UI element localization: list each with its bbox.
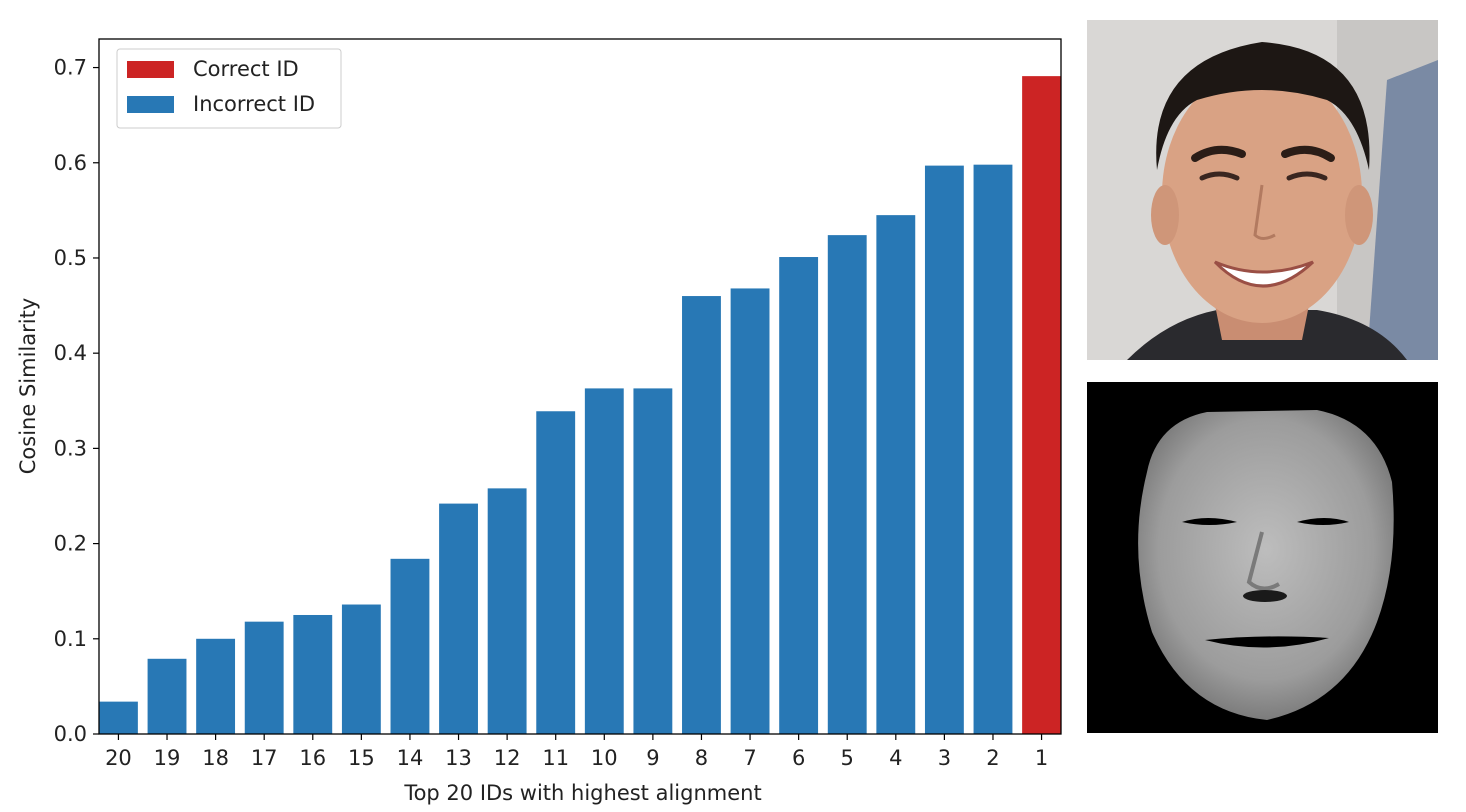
bar-12 [487, 488, 527, 734]
x-tick-label: 16 [299, 746, 326, 770]
bars-group [99, 76, 1061, 735]
x-tick-label: 17 [251, 746, 278, 770]
y-axis: 0.0 0.1 0.2 0.3 0.4 0.5 0.6 0.7 [54, 56, 99, 746]
y-tick-label: 0.0 [54, 722, 87, 746]
x-tick-label: 20 [105, 746, 132, 770]
x-tick-label: 10 [591, 746, 618, 770]
x-tick-label: 14 [397, 746, 424, 770]
x-tick-label: 18 [202, 746, 229, 770]
bar-17 [244, 621, 284, 734]
bar-14 [390, 558, 430, 734]
y-tick-label: 0.2 [54, 532, 87, 556]
x-axis-label: Top 20 IDs with highest alignment [403, 781, 761, 805]
x-tick-label: 3 [938, 746, 951, 770]
bar-5 [827, 235, 867, 734]
bar-10 [584, 388, 624, 734]
bar-11 [536, 411, 576, 734]
bar-6 [779, 257, 819, 734]
x-tick-label: 12 [494, 746, 521, 770]
x-tick-label: 4 [889, 746, 902, 770]
y-tick-label: 0.6 [54, 151, 87, 175]
bar-9 [633, 388, 673, 734]
x-axis: 20 19 18 17 16 15 14 13 12 11 10 9 8 7 6 5 4 3 2 1 [105, 734, 1048, 770]
x-tick-label: 13 [445, 746, 472, 770]
bar-16 [293, 614, 333, 734]
x-tick-label: 15 [348, 746, 375, 770]
bar-13 [439, 503, 478, 734]
x-tick-label: 8 [695, 746, 708, 770]
legend-swatch-correct [127, 61, 174, 78]
bar-18 [196, 638, 236, 734]
bar-20 [99, 701, 138, 734]
bar-19 [147, 658, 187, 734]
x-tick-label: 6 [792, 746, 805, 770]
y-axis-label: Cosine Similarity [16, 298, 40, 474]
x-tick-label: 7 [743, 746, 756, 770]
bar-chart: 0.00.10.20.30.40.50.60.7 20 19 18 17 16 15 14 1… [16, 38, 1062, 805]
face-3d-render [1087, 382, 1438, 733]
bar-3 [924, 165, 964, 734]
x-tick-label: 1 [1035, 746, 1048, 770]
y-tick-label: 0.3 [54, 436, 87, 460]
y-tick-label: 0.4 [54, 341, 87, 365]
x-tick-label: 11 [542, 746, 569, 770]
y-tick-label: 0.7 [54, 56, 87, 80]
bar-7 [730, 288, 770, 734]
y-tick-label: 0.1 [54, 627, 87, 651]
bar-8 [682, 296, 721, 734]
bar-2 [973, 164, 1013, 735]
plot-frame [98, 38, 1062, 735]
x-tick-label: 2 [986, 746, 999, 770]
x-tick-label: 19 [154, 746, 181, 770]
legend: Correct ID Incorrect ID [116, 48, 342, 129]
x-tick-label: 9 [646, 746, 659, 770]
x-tick-label: 5 [841, 746, 854, 770]
bar-15 [341, 604, 381, 734]
face-photo [1087, 20, 1438, 360]
legend-swatch-incorrect [127, 96, 174, 113]
legend-label-correct: Correct ID [193, 57, 299, 81]
bar-1 [1022, 76, 1061, 734]
y-tick-label: 0.5 [54, 246, 87, 270]
legend-label-incorrect: Incorrect ID [193, 92, 315, 116]
bar-4 [876, 215, 916, 734]
